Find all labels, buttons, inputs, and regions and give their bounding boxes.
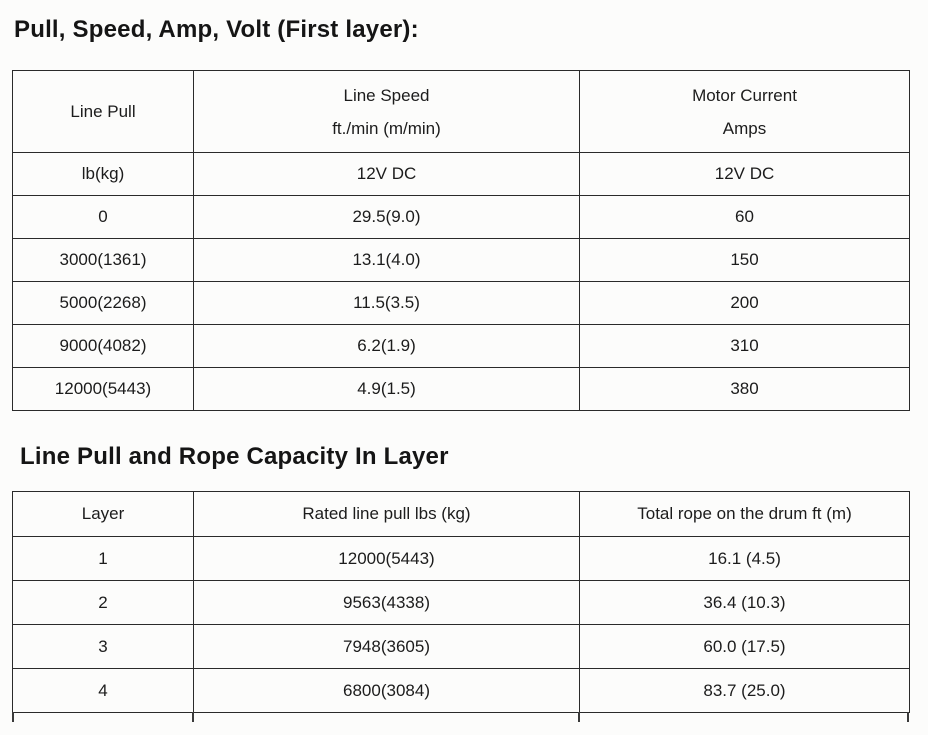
pull-speed-amp-table: Line Pull Line Speed ft./min (m/min) Mot… bbox=[12, 70, 910, 411]
table-cell: 9000(4082) bbox=[12, 324, 194, 368]
table-header-row: Layer Rated line pull lbs (kg) Total rop… bbox=[12, 491, 910, 537]
table-cell: 60.0 (17.5) bbox=[579, 624, 910, 669]
header-line: Motor Current bbox=[692, 85, 797, 105]
section-title-rope-capacity: Line Pull and Rope Capacity In Layer bbox=[20, 443, 449, 470]
table-row: 2 9563(4338) 36.4 (10.3) bbox=[12, 580, 910, 625]
column-header-motor-current: Motor Current Amps bbox=[579, 70, 910, 153]
table-cell: 150 bbox=[579, 238, 910, 282]
column-header-rated-line-pull: Rated line pull lbs (kg) bbox=[193, 491, 580, 537]
table-cell: 0 bbox=[12, 195, 194, 239]
column-header-total-rope: Total rope on the drum ft (m) bbox=[579, 491, 910, 537]
table-row: lb(kg) 12V DC 12V DC bbox=[12, 152, 910, 196]
table-cell: lb(kg) bbox=[12, 152, 194, 196]
table-row: 12000(5443) 4.9(1.5) 380 bbox=[12, 367, 910, 411]
header-line: Line Speed bbox=[343, 85, 430, 105]
divider bbox=[192, 712, 194, 722]
table-cell: 12000(5443) bbox=[12, 367, 194, 411]
table-row: 3000(1361) 13.1(4.0) 150 bbox=[12, 238, 910, 282]
table-cell: 12V DC bbox=[193, 152, 580, 196]
table-row: 0 29.5(9.0) 60 bbox=[12, 195, 910, 239]
table-cell: 11.5(3.5) bbox=[193, 281, 580, 325]
table-cell: 200 bbox=[579, 281, 910, 325]
table-cell: 12000(5443) bbox=[193, 536, 580, 581]
table-cell: 9563(4338) bbox=[193, 580, 580, 625]
column-header-layer: Layer bbox=[12, 491, 194, 537]
table-row: 4 6800(3084) 83.7 (25.0) bbox=[12, 668, 910, 713]
table-cell: 6800(3084) bbox=[193, 668, 580, 713]
table-row: 1 12000(5443) 16.1 (4.5) bbox=[12, 536, 910, 581]
table-cell: 5000(2268) bbox=[12, 281, 194, 325]
header-line: ft./min (m/min) bbox=[332, 118, 441, 138]
table-cell: 4 bbox=[12, 668, 194, 713]
table-cell: 3 bbox=[12, 624, 194, 669]
table-cell: 1 bbox=[12, 536, 194, 581]
table-cell: 7948(3605) bbox=[193, 624, 580, 669]
rope-capacity-table: Layer Rated line pull lbs (kg) Total rop… bbox=[12, 491, 910, 713]
table-cell: 3000(1361) bbox=[12, 238, 194, 282]
table-cell: 60 bbox=[579, 195, 910, 239]
table-cell: 12V DC bbox=[579, 152, 910, 196]
table-row: 5000(2268) 11.5(3.5) 200 bbox=[12, 281, 910, 325]
table-row: 3 7948(3605) 60.0 (17.5) bbox=[12, 624, 910, 669]
column-header-line-pull: Line Pull bbox=[12, 70, 194, 153]
divider bbox=[907, 712, 909, 722]
table-row: 9000(4082) 6.2(1.9) 310 bbox=[12, 324, 910, 368]
table-cell: 16.1 (4.5) bbox=[579, 536, 910, 581]
table-cell: 83.7 (25.0) bbox=[579, 668, 910, 713]
table-cell: 380 bbox=[579, 367, 910, 411]
header-line: Amps bbox=[722, 118, 767, 138]
divider bbox=[578, 712, 580, 722]
table-cell: 310 bbox=[579, 324, 910, 368]
section-title-pull-speed-amp-volt: Pull, Speed, Amp, Volt (First layer): bbox=[14, 16, 419, 43]
table-cell: 4.9(1.5) bbox=[193, 367, 580, 411]
divider bbox=[12, 712, 14, 722]
table-cell: 36.4 (10.3) bbox=[579, 580, 910, 625]
cutoff-next-row-lines bbox=[12, 712, 909, 722]
table-header-row: Line Pull Line Speed ft./min (m/min) Mot… bbox=[12, 70, 910, 153]
column-header-line-speed: Line Speed ft./min (m/min) bbox=[193, 70, 580, 153]
table-cell: 29.5(9.0) bbox=[193, 195, 580, 239]
header-line: Line Pull bbox=[70, 102, 136, 121]
table-cell: 2 bbox=[12, 580, 194, 625]
table-cell: 13.1(4.0) bbox=[193, 238, 580, 282]
table-cell: 6.2(1.9) bbox=[193, 324, 580, 368]
